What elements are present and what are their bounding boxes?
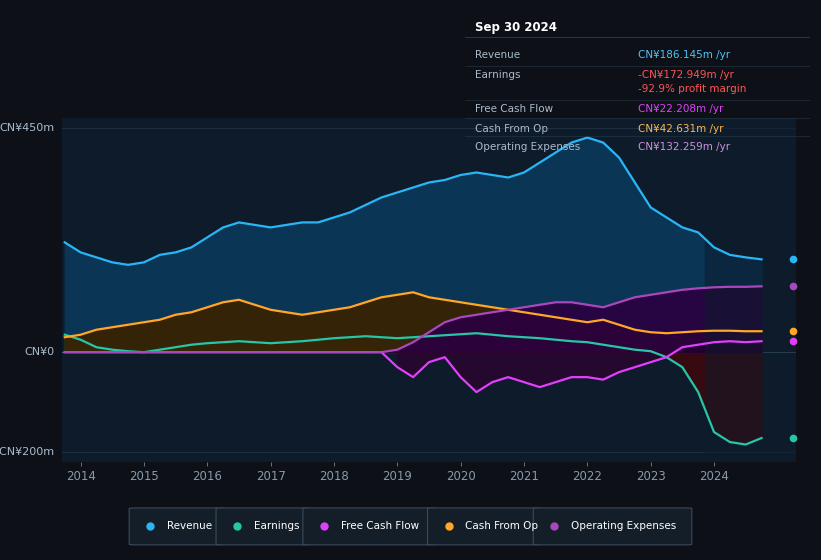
Text: Free Cash Flow: Free Cash Flow [341,521,419,531]
Text: Earnings: Earnings [475,69,521,80]
Text: Revenue: Revenue [167,521,212,531]
Text: CN¥0: CN¥0 [24,347,54,357]
Text: -CN¥200m: -CN¥200m [0,447,54,457]
Text: Operating Expenses: Operating Expenses [571,521,677,531]
Text: CN¥42.631m /yr: CN¥42.631m /yr [637,124,723,133]
Text: Cash From Op: Cash From Op [475,124,548,133]
Text: Sep 30 2024: Sep 30 2024 [475,21,557,34]
Text: Earnings: Earnings [254,521,300,531]
Text: -CN¥172.949m /yr: -CN¥172.949m /yr [637,69,733,80]
FancyBboxPatch shape [303,508,435,545]
Text: Cash From Op: Cash From Op [466,521,539,531]
FancyBboxPatch shape [428,508,541,545]
FancyBboxPatch shape [129,508,223,545]
Text: CN¥450m: CN¥450m [0,123,54,133]
Text: CN¥132.259m /yr: CN¥132.259m /yr [637,142,730,152]
Text: CN¥186.145m /yr: CN¥186.145m /yr [637,50,730,60]
FancyBboxPatch shape [534,508,692,545]
Text: CN¥22.208m /yr: CN¥22.208m /yr [637,104,722,114]
Text: Operating Expenses: Operating Expenses [475,142,580,152]
FancyBboxPatch shape [216,508,310,545]
Text: -92.9% profit margin: -92.9% profit margin [637,85,745,95]
Bar [704,118,796,462]
Text: Revenue: Revenue [475,50,521,60]
Text: Free Cash Flow: Free Cash Flow [475,104,553,114]
